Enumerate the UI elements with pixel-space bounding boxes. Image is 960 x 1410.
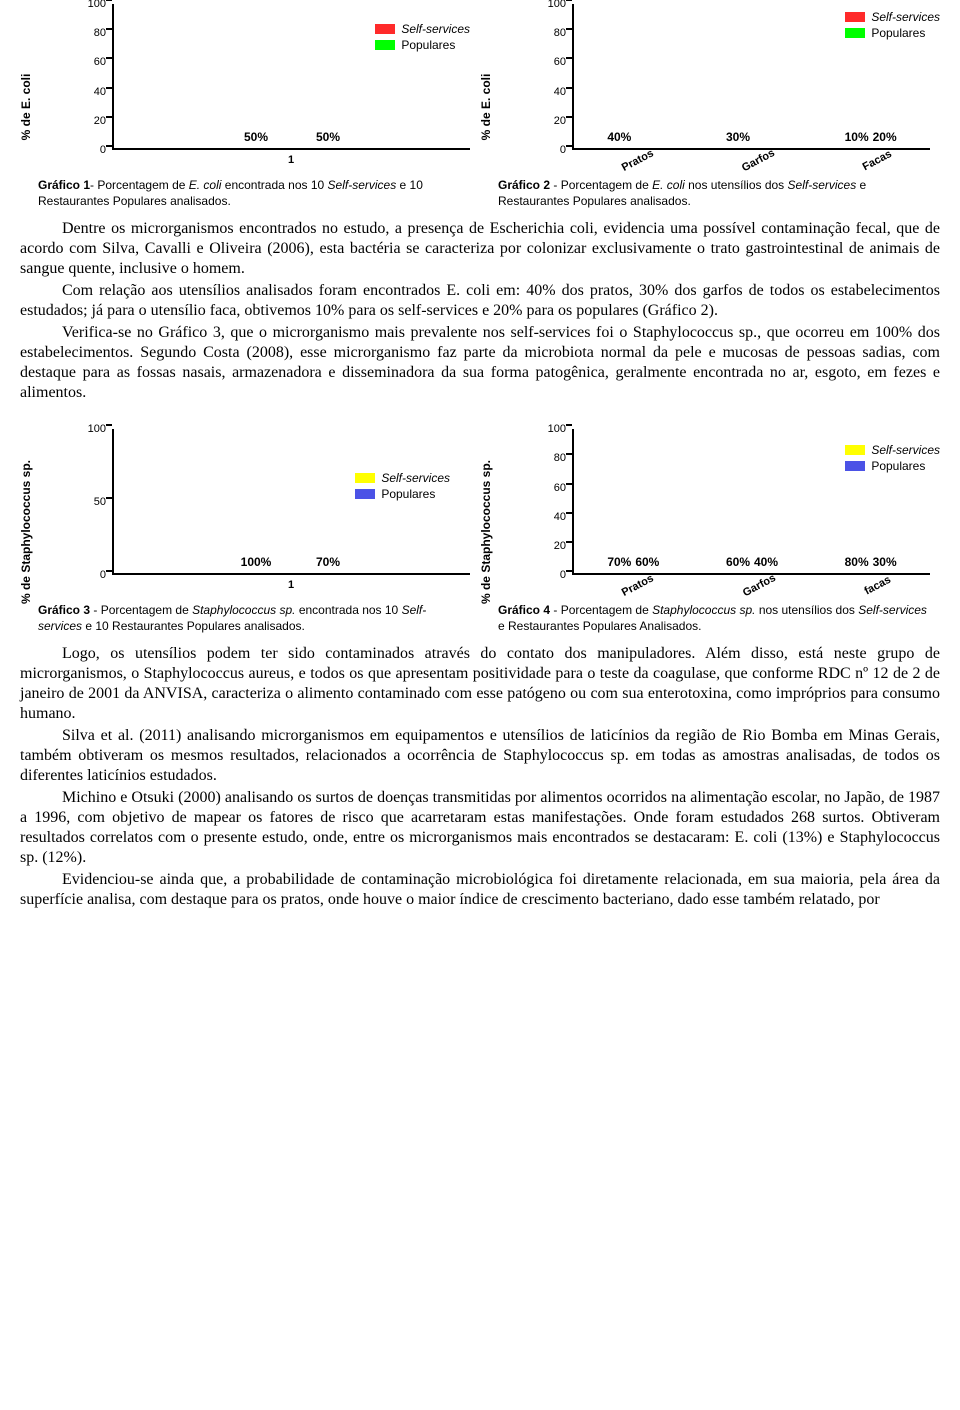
chart-3-caption: Gráfico 3 - Porcentagem de Staphylococcu… — [38, 603, 470, 634]
chart-2-xcats: PratosGarfosFacas — [572, 150, 930, 174]
ytick-label: 80 — [530, 27, 566, 39]
chart-3-yticks: 050100 — [70, 429, 110, 575]
bar-value-label: 60% — [635, 555, 659, 569]
ytick-label: 80 — [530, 452, 566, 464]
ytick-label: 60 — [530, 56, 566, 68]
ytick-label: 60 — [70, 56, 106, 68]
ytick-label: 100 — [530, 423, 566, 435]
bar-value-label: 80% — [845, 555, 869, 569]
bar-value-label: 50% — [244, 130, 268, 144]
ytick-label: 20 — [530, 115, 566, 127]
ytick-label: 100 — [70, 0, 106, 10]
chart-3-area: 050100 100% 70% 1 — [70, 429, 470, 599]
bar-value-label: 10% — [845, 130, 869, 144]
chart-4-bars: 70% 60% 60% 40% 80% 30% — [574, 429, 930, 573]
ytick-label: 0 — [70, 569, 106, 581]
ytick-label: 20 — [530, 540, 566, 552]
chart-2: % de E. coli Self-servicesPopulares 0204… — [480, 4, 940, 209]
chart-4-ylabel: % de Staphylococcus sp. — [479, 460, 493, 604]
chart-4-xcats: PratosGarfosfacas — [572, 575, 930, 599]
text-block-1: Dentre os microrganismos encontrados no … — [20, 219, 940, 403]
chart-3-plot: 100% 70% — [112, 429, 470, 575]
ytick-label: 40 — [530, 86, 566, 98]
chart-1-bars: 50% 50% — [114, 4, 470, 148]
paragraph: Verifica-se no Gráfico 3, que o microrga… — [20, 323, 940, 403]
paragraph: Evidenciou-se ainda que, a probabilidade… — [20, 870, 940, 910]
ytick-label: 0 — [530, 144, 566, 156]
chart-3: % de Staphylococcus sp. Self-servicesPop… — [20, 429, 480, 634]
bar-value-label: 60% — [726, 555, 750, 569]
figure-row-top: % de E. coli Self-servicesPopulares 0204… — [20, 0, 940, 209]
chart-2-ylabel: % de E. coli — [479, 73, 493, 140]
ytick-label: 100 — [70, 423, 106, 435]
chart-1-plot: 50% 50% — [112, 4, 470, 150]
paragraph: Michino e Otsuki (2000) analisando os su… — [20, 788, 940, 868]
page: % de E. coli Self-servicesPopulares 0204… — [0, 0, 960, 932]
chart-4-area: 020406080100 70%60%60%40%80%30% PratosGa… — [530, 429, 930, 599]
paragraph: Silva et al. (2011) analisando microrgan… — [20, 726, 940, 786]
chart-2-area: 020406080100 40%30%10%20% PratosGarfosFa… — [530, 4, 930, 174]
xcat-label: 1 — [288, 150, 294, 174]
chart-4-plot: 70% 60% 60% 40% 80% 30% — [572, 429, 930, 575]
chart-1-yticks: 020406080100 — [70, 4, 110, 150]
bar-value-label: 30% — [726, 130, 750, 144]
bar-value-label: 40% — [754, 555, 778, 569]
ytick-label: 20 — [70, 115, 106, 127]
ytick-label: 0 — [70, 144, 106, 156]
bar-value-label: 70% — [316, 555, 340, 569]
paragraph: Logo, os utensílios podem ter sido conta… — [20, 644, 940, 724]
chart-4: % de Staphylococcus sp. Self-servicesPop… — [480, 429, 940, 634]
ytick-label: 0 — [530, 569, 566, 581]
text-block-2: Logo, os utensílios podem ter sido conta… — [20, 644, 940, 910]
bar-value-label: 40% — [607, 130, 631, 144]
ytick-label: 40 — [530, 511, 566, 523]
bar-value-label: 70% — [607, 555, 631, 569]
chart-2-bars: 40% 30% 10% 20% — [574, 4, 930, 148]
bar-value-label: 100% — [241, 555, 272, 569]
chart-4-caption: Gráfico 4 - Porcentagem de Staphylococcu… — [498, 603, 930, 634]
chart-2-plot: 40% 30% 10% 20% — [572, 4, 930, 150]
ytick-label: 80 — [70, 27, 106, 39]
chart-1-xcats: 1 — [112, 150, 470, 174]
ytick-label: 60 — [530, 482, 566, 494]
chart-4-yticks: 020406080100 — [530, 429, 570, 575]
paragraph: Dentre os microrganismos encontrados no … — [20, 219, 940, 279]
ytick-mark — [106, 0, 112, 1]
chart-2-yticks: 020406080100 — [530, 4, 570, 150]
chart-1-caption: Gráfico 1- Porcentagem de E. coli encont… — [38, 178, 470, 209]
chart-2-caption: Gráfico 2 - Porcentagem de E. coli nos u… — [498, 178, 930, 209]
chart-1-area: 020406080100 50%50% 1 — [70, 4, 470, 174]
bar-value-label: 30% — [873, 555, 897, 569]
bar-value-label: 20% — [873, 130, 897, 144]
ytick-mark — [566, 0, 572, 1]
xcat-label: 1 — [288, 575, 294, 599]
ytick-mark — [566, 424, 572, 426]
ytick-label: 100 — [530, 0, 566, 10]
ytick-mark — [106, 424, 112, 426]
chart-1-ylabel: % de E. coli — [19, 73, 33, 140]
chart-1: % de E. coli Self-servicesPopulares 0204… — [20, 4, 480, 209]
ytick-label: 40 — [70, 86, 106, 98]
chart-3-xcats: 1 — [112, 575, 470, 599]
bar-value-label: 50% — [316, 130, 340, 144]
chart-3-ylabel: % de Staphylococcus sp. — [19, 460, 33, 604]
paragraph: Com relação aos utensílios analisados fo… — [20, 281, 940, 321]
figure-row-bottom: % de Staphylococcus sp. Self-servicesPop… — [20, 429, 940, 634]
ytick-label: 50 — [70, 496, 106, 508]
chart-3-bars: 100% 70% — [114, 429, 470, 573]
